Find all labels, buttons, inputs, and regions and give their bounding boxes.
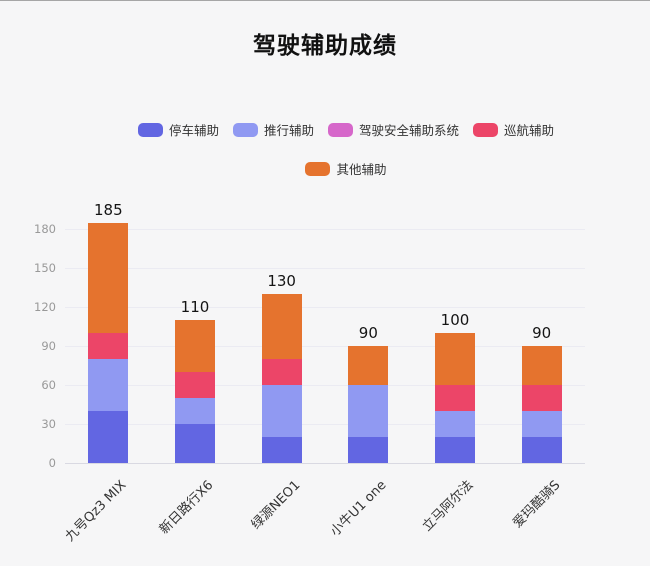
- y-tick-120: 120: [34, 300, 56, 314]
- bar-segment-巡航辅助[interactable]: [88, 333, 129, 359]
- bar-segment-其他辅助[interactable]: [521, 346, 562, 385]
- legend-item-2[interactable]: 推行辅助: [232, 120, 314, 139]
- bar-segment-推行辅助[interactable]: [435, 411, 475, 437]
- x-category-label: 小牛U1 one: [328, 477, 390, 540]
- legend-item-label: 推行辅助: [263, 123, 314, 138]
- y-tick-150: 150: [34, 261, 56, 275]
- bar-segment-其他辅助[interactable]: [175, 320, 215, 372]
- bar-segment-巡航辅助[interactable]: [521, 385, 562, 411]
- x-category-label: 绿源NEO1: [248, 477, 304, 533]
- bar-segment-巡航辅助[interactable]: [175, 372, 215, 398]
- bar-total-label: 90: [358, 324, 378, 342]
- bar-segment-停车辅助[interactable]: [435, 437, 475, 463]
- legend-item-label: 停车辅助: [168, 123, 219, 138]
- legend-swatch-icon: [232, 122, 258, 137]
- bar-segment-停车辅助[interactable]: [261, 437, 302, 463]
- legend: 停车辅助 推行辅助 驾驶安全辅助系统 巡航辅助其他辅助: [0, 120, 650, 178]
- legend-swatch-icon: [305, 161, 331, 176]
- legend-item-label: 巡航辅助: [504, 123, 555, 138]
- gridline-60: [65, 385, 585, 386]
- bar-segment-推行辅助[interactable]: [88, 359, 129, 411]
- bar-segment-推行辅助[interactable]: [175, 398, 215, 424]
- gridline-120: [65, 307, 585, 308]
- bar-total-label: 110: [180, 298, 210, 316]
- gridline-150: [65, 268, 585, 269]
- legend-item-label: 驾驶安全辅助系统: [359, 123, 460, 138]
- bar-total-label: 100: [440, 311, 470, 329]
- y-tick-30: 30: [41, 417, 56, 431]
- y-tick-0: 0: [48, 456, 56, 470]
- bar-segment-停车辅助[interactable]: [348, 437, 389, 463]
- bar-segment-巡航辅助[interactable]: [435, 385, 475, 411]
- legend-item-4[interactable]: 巡航辅助: [473, 120, 554, 139]
- gridline-90: [65, 346, 585, 347]
- y-tick-90: 90: [41, 339, 56, 353]
- legend-item-5[interactable]: 其他辅助: [305, 159, 387, 178]
- bar-total-label: 185: [94, 200, 123, 219]
- bar-segment-其他辅助[interactable]: [348, 346, 389, 385]
- bar-segment-停车辅助[interactable]: [88, 411, 129, 463]
- legend-swatch-icon: [137, 122, 163, 137]
- gridline-180: [65, 229, 585, 230]
- x-category-label: 爱玛酷骑S: [509, 477, 564, 532]
- chart-title: 驾驶辅助成绩: [253, 33, 397, 59]
- legend-swatch-icon: [328, 122, 353, 137]
- bar-segment-推行辅助[interactable]: [261, 385, 302, 437]
- legend-swatch-icon: [473, 122, 499, 137]
- legend-item-label: 其他辅助: [336, 162, 387, 177]
- bar-segment-其他辅助[interactable]: [88, 222, 129, 333]
- bar-segment-推行辅助[interactable]: [521, 411, 562, 437]
- gridline-30: [65, 424, 585, 425]
- bar-segment-其他辅助[interactable]: [435, 333, 475, 385]
- bar-total-label: 90: [532, 324, 552, 342]
- y-tick-180: 180: [34, 222, 56, 236]
- bar-segment-推行辅助[interactable]: [348, 385, 389, 437]
- gridline-0: [65, 463, 585, 464]
- legend-item-3[interactable]: 驾驶安全辅助系统: [328, 120, 459, 139]
- bar-segment-巡航辅助[interactable]: [261, 359, 302, 385]
- legend-item-1[interactable]: 停车辅助: [137, 120, 219, 139]
- bar-segment-停车辅助[interactable]: [175, 424, 215, 463]
- bar-total-label: 130: [267, 272, 296, 290]
- bar-segment-停车辅助[interactable]: [521, 437, 562, 463]
- x-category-label: 九号Qz3 MIX: [62, 477, 130, 545]
- bar-segment-其他辅助[interactable]: [261, 294, 302, 359]
- x-category-label: 新日路行X6: [156, 477, 217, 538]
- legend-row: 停车辅助 推行辅助 驾驶安全辅助系统 巡航辅助: [137, 120, 554, 139]
- y-tick-60: 60: [41, 378, 56, 392]
- legend-row: 其他辅助: [305, 159, 387, 178]
- x-category-label: 立马阿尔法: [419, 477, 477, 535]
